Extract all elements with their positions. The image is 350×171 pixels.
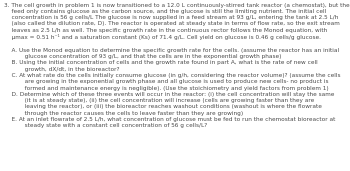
Text: 3. The cell growth in problem 1 is now transitioned to a 12.0 L continuously-sti: 3. The cell growth in problem 1 is now t… <box>4 3 350 128</box>
